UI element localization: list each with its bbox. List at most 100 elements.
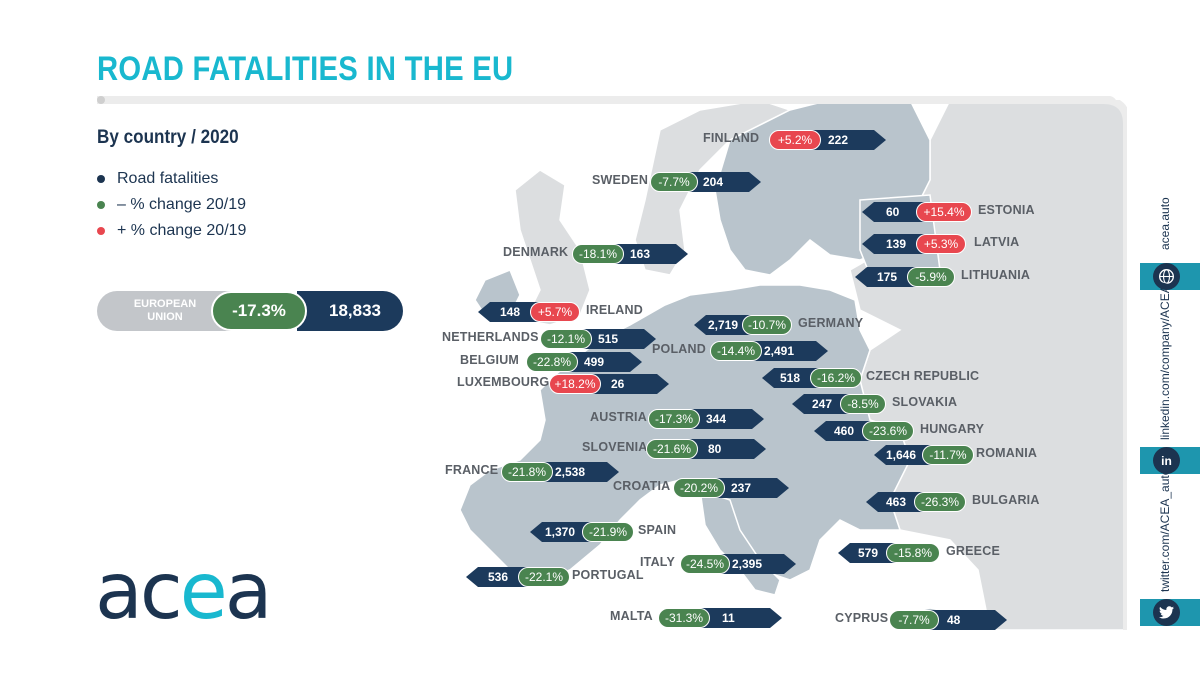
pct-change: -14.4% xyxy=(710,341,762,361)
pct-change: -18.1% xyxy=(572,244,624,264)
website-link[interactable]: acea.auto xyxy=(1158,197,1172,250)
country-name: PORTUGAL xyxy=(572,568,644,582)
country-name: CZECH REPUBLIC xyxy=(866,369,980,383)
pct-change: -15.8% xyxy=(886,543,940,563)
logo-letter: a xyxy=(224,547,273,637)
linkedin-icon[interactable]: in xyxy=(1153,447,1180,474)
country-name: ITALY xyxy=(640,555,676,569)
title-underline-dot xyxy=(97,96,105,104)
fatalities-value: 2,395 xyxy=(720,554,796,574)
country-name: CYPRUS xyxy=(835,611,889,625)
legend-label: Road fatalities xyxy=(117,170,219,187)
pct-change: -20.2% xyxy=(673,478,725,498)
twitter-link[interactable]: twitter.com/ACEA_auto xyxy=(1158,468,1172,592)
pct-change: -10.7% xyxy=(742,315,792,335)
logo-letter: e xyxy=(179,547,228,637)
country-name: SWEDEN xyxy=(592,173,649,187)
fatalities-value: 2,538 xyxy=(543,462,619,482)
pct-change: -21.9% xyxy=(582,522,634,542)
eu-pct-change: -17.3% xyxy=(211,291,307,331)
pct-change: -8.5% xyxy=(840,394,886,414)
pct-change: -22.8% xyxy=(526,352,578,372)
logo-letter: c xyxy=(139,547,183,637)
legend-label: + % change 20/19 xyxy=(117,222,247,239)
legend-dot-red xyxy=(97,227,105,235)
legend-label: – % change 20/19 xyxy=(117,196,246,213)
pct-change: -22.1% xyxy=(518,567,570,587)
fatalities-value: 11 xyxy=(700,608,782,628)
uk-land xyxy=(514,169,591,326)
country-name: FRANCE xyxy=(445,463,499,477)
pct-change: -16.2% xyxy=(810,368,862,388)
pct-change: -21.6% xyxy=(646,439,698,459)
logo-letter: a xyxy=(95,547,143,637)
fatalities-value: 80 xyxy=(688,439,766,459)
pct-change: -17.3% xyxy=(648,409,700,429)
country-name: NETHERLANDS xyxy=(442,330,539,344)
pct-change: +15.4% xyxy=(916,202,972,222)
page-title: ROAD FATALITIES IN THE EU xyxy=(97,50,514,88)
twitter-icon[interactable] xyxy=(1153,599,1180,626)
pct-change: -23.6% xyxy=(862,421,914,441)
globe-icon-svg xyxy=(1159,269,1174,284)
twitter-bird-svg xyxy=(1159,606,1174,619)
country-name: POLAND xyxy=(652,342,706,356)
fatalities-value: 204 xyxy=(688,172,761,192)
linkedin-link[interactable]: linkedin.com/company/ACEA/ xyxy=(1158,281,1172,440)
pct-change: -24.5% xyxy=(680,554,730,574)
country-name: BELGIUM xyxy=(460,353,520,367)
fatalities-value: 237 xyxy=(715,478,789,498)
pct-change: +5.2% xyxy=(769,130,821,150)
pct-change: -12.1% xyxy=(540,329,592,349)
country-name: LUXEMBOURG xyxy=(457,375,550,389)
fatalities-value: 26 xyxy=(591,374,669,394)
eu-total-pill: EUROPEAN UNION -17.3% 18,833 xyxy=(97,291,403,331)
pct-change: -7.7% xyxy=(889,610,939,630)
country-name: GERMANY xyxy=(798,316,864,330)
legend: Road fatalities – % change 20/19 + % cha… xyxy=(97,166,246,244)
country-name: ROMANIA xyxy=(976,446,1038,460)
pct-change: -21.8% xyxy=(501,462,553,482)
eu-label: EUROPEAN UNION xyxy=(97,291,233,331)
fatalities-value: 222 xyxy=(811,130,886,150)
country-name: BULGARIA xyxy=(972,493,1040,507)
norway-land xyxy=(634,100,792,276)
pct-change: -11.7% xyxy=(922,445,974,465)
country-name: LITHUANIA xyxy=(961,268,1031,282)
country-name: SLOVAKIA xyxy=(892,395,958,409)
country-name: CROATIA xyxy=(613,479,671,493)
legend-item-decrease: – % change 20/19 xyxy=(97,192,246,218)
country-name: LATVIA xyxy=(974,235,1020,249)
legend-dot-green xyxy=(97,201,105,209)
country-name: AUSTRIA xyxy=(590,410,647,424)
fatalities-value: 344 xyxy=(690,409,764,429)
pct-change: -5.9% xyxy=(907,267,955,287)
country-name: SPAIN xyxy=(638,523,677,537)
country-name: MALTA xyxy=(610,609,653,623)
subtitle: By country / 2020 xyxy=(97,127,239,148)
pct-change: -26.3% xyxy=(914,492,966,512)
country-name: GREECE xyxy=(946,544,1000,558)
fatalities-value: 2,491 xyxy=(752,341,828,361)
pct-change: -31.3% xyxy=(658,608,710,628)
legend-item-fatalities: Road fatalities xyxy=(97,166,246,192)
acea-logo: acea xyxy=(95,552,273,632)
legend-item-increase: + % change 20/19 xyxy=(97,218,246,244)
country-name: HUNGARY xyxy=(920,422,985,436)
pct-change: -7.7% xyxy=(650,172,698,192)
pct-change: +5.3% xyxy=(916,234,966,254)
eu-fatalities: 18,833 xyxy=(297,291,403,331)
fatalities-value: 163 xyxy=(613,244,688,264)
fatalities-value: 515 xyxy=(582,329,656,349)
legend-dot-navy xyxy=(97,175,105,183)
pct-change: +18.2% xyxy=(549,374,601,394)
eu-label-text: EUROPEAN UNION xyxy=(133,298,197,323)
country-name: ESTONIA xyxy=(978,203,1035,217)
country-name: DENMARK xyxy=(503,245,569,259)
pct-change: +5.7% xyxy=(530,302,580,322)
country-name: SLOVENIA xyxy=(582,440,648,454)
fatalities-value: 499 xyxy=(568,352,642,372)
globe-icon[interactable] xyxy=(1153,263,1180,290)
country-name: IRELAND xyxy=(586,303,643,317)
fatalities-value: 48 xyxy=(929,610,1007,630)
